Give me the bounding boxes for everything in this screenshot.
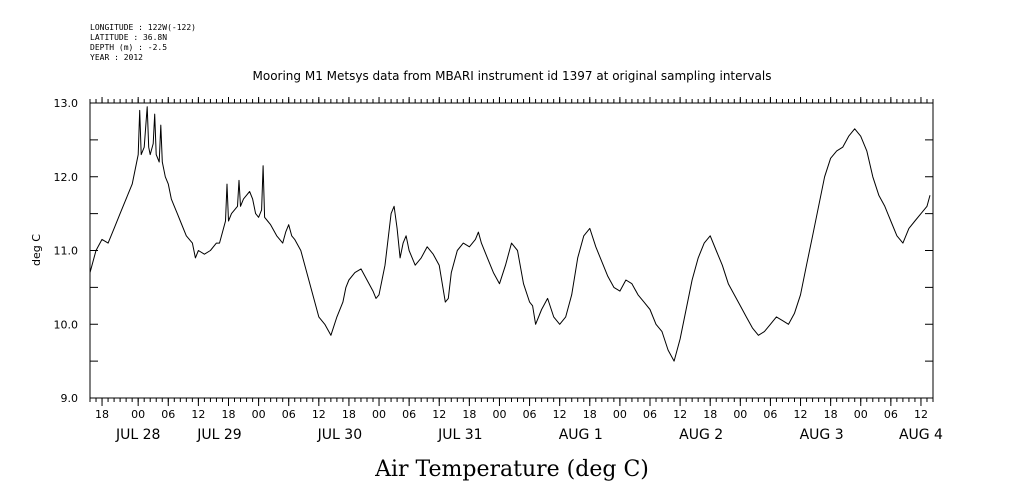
day-label: JUL 31 — [437, 427, 482, 443]
plot-frame — [89, 102, 934, 399]
longitude-label: LONGITUDE : 122W(-122) — [90, 23, 196, 32]
y-tick-label: 12.0 — [54, 171, 79, 184]
x-tick-label: 18 — [703, 408, 717, 421]
x-tick-label: 18 — [824, 408, 838, 421]
x-tick-label: 12 — [191, 408, 205, 421]
y-tick-label: 13.0 — [54, 97, 79, 110]
x-tick-label: 06 — [643, 408, 657, 421]
x-tick-label: 12 — [432, 408, 446, 421]
y-tick-label: 9.0 — [61, 392, 79, 405]
x-tick-label: 18 — [462, 408, 476, 421]
x-tick-label: 12 — [794, 408, 808, 421]
x-tick-label: 00 — [854, 408, 868, 421]
x-tick-label: 00 — [131, 408, 145, 421]
x-tick-label: 18 — [221, 408, 235, 421]
axis-ticks — [89, 97, 934, 406]
x-tick-label: 00 — [733, 408, 747, 421]
x-tick-label: 12 — [673, 408, 687, 421]
x-tick-label: 06 — [523, 408, 537, 421]
x-tick-label: 12 — [312, 408, 326, 421]
y-tick-label: 11.0 — [54, 245, 79, 258]
day-label: JUL 30 — [317, 427, 362, 443]
x-tick-label: 06 — [884, 408, 898, 421]
x-day-labels: JUL 28 JUL 29 JUL 30 JUL 31 AUG 1 AUG 2 AUG 3 A… — [115, 427, 943, 443]
x-tick-label: 18 — [95, 408, 109, 421]
x-tick-label: 00 — [252, 408, 266, 421]
year-label: YEAR : 2012 — [90, 53, 143, 62]
day-label: AUG 4 — [899, 427, 943, 443]
latitude-label: LATITUDE : 36.8N — [90, 33, 167, 42]
series-line — [89, 106, 931, 362]
series-layer — [89, 106, 931, 362]
y-axis-label: deg C — [30, 234, 43, 266]
x-tick-label: 06 — [161, 408, 175, 421]
y-tick-label: 10.0 — [54, 318, 79, 331]
day-label: AUG 3 — [800, 427, 844, 443]
day-label: AUG 2 — [679, 427, 723, 443]
x-tick-label: 18 — [342, 408, 356, 421]
x-tick-label: 06 — [763, 408, 777, 421]
y-tick-labels: 9.0 10.0 11.0 12.0 13.0 — [54, 97, 79, 405]
x-tick-label: 00 — [372, 408, 386, 421]
x-tick-label: 06 — [282, 408, 296, 421]
x-tick-label: 00 — [492, 408, 506, 421]
depth-label: DEPTH (m) : -2.5 — [90, 43, 167, 52]
day-label: JUL 28 — [115, 427, 160, 443]
x-tick-label: 12 — [914, 408, 928, 421]
day-label: JUL 29 — [196, 427, 241, 443]
x-hour-tick-labels: 18 00 06 12 18 00 06 12 18 00 06 12 18 00 06 12 18 00 06 12… — [95, 408, 928, 421]
x-tick-label: 12 — [553, 408, 567, 421]
day-label: AUG 1 — [559, 427, 603, 443]
x-tick-label: 18 — [583, 408, 597, 421]
x-tick-label: 00 — [613, 408, 627, 421]
x-tick-label: 06 — [402, 408, 416, 421]
chart-title: Mooring M1 Metsys data from MBARI instru… — [253, 69, 772, 83]
x-axis-label: Air Temperature (deg C) — [374, 457, 649, 482]
